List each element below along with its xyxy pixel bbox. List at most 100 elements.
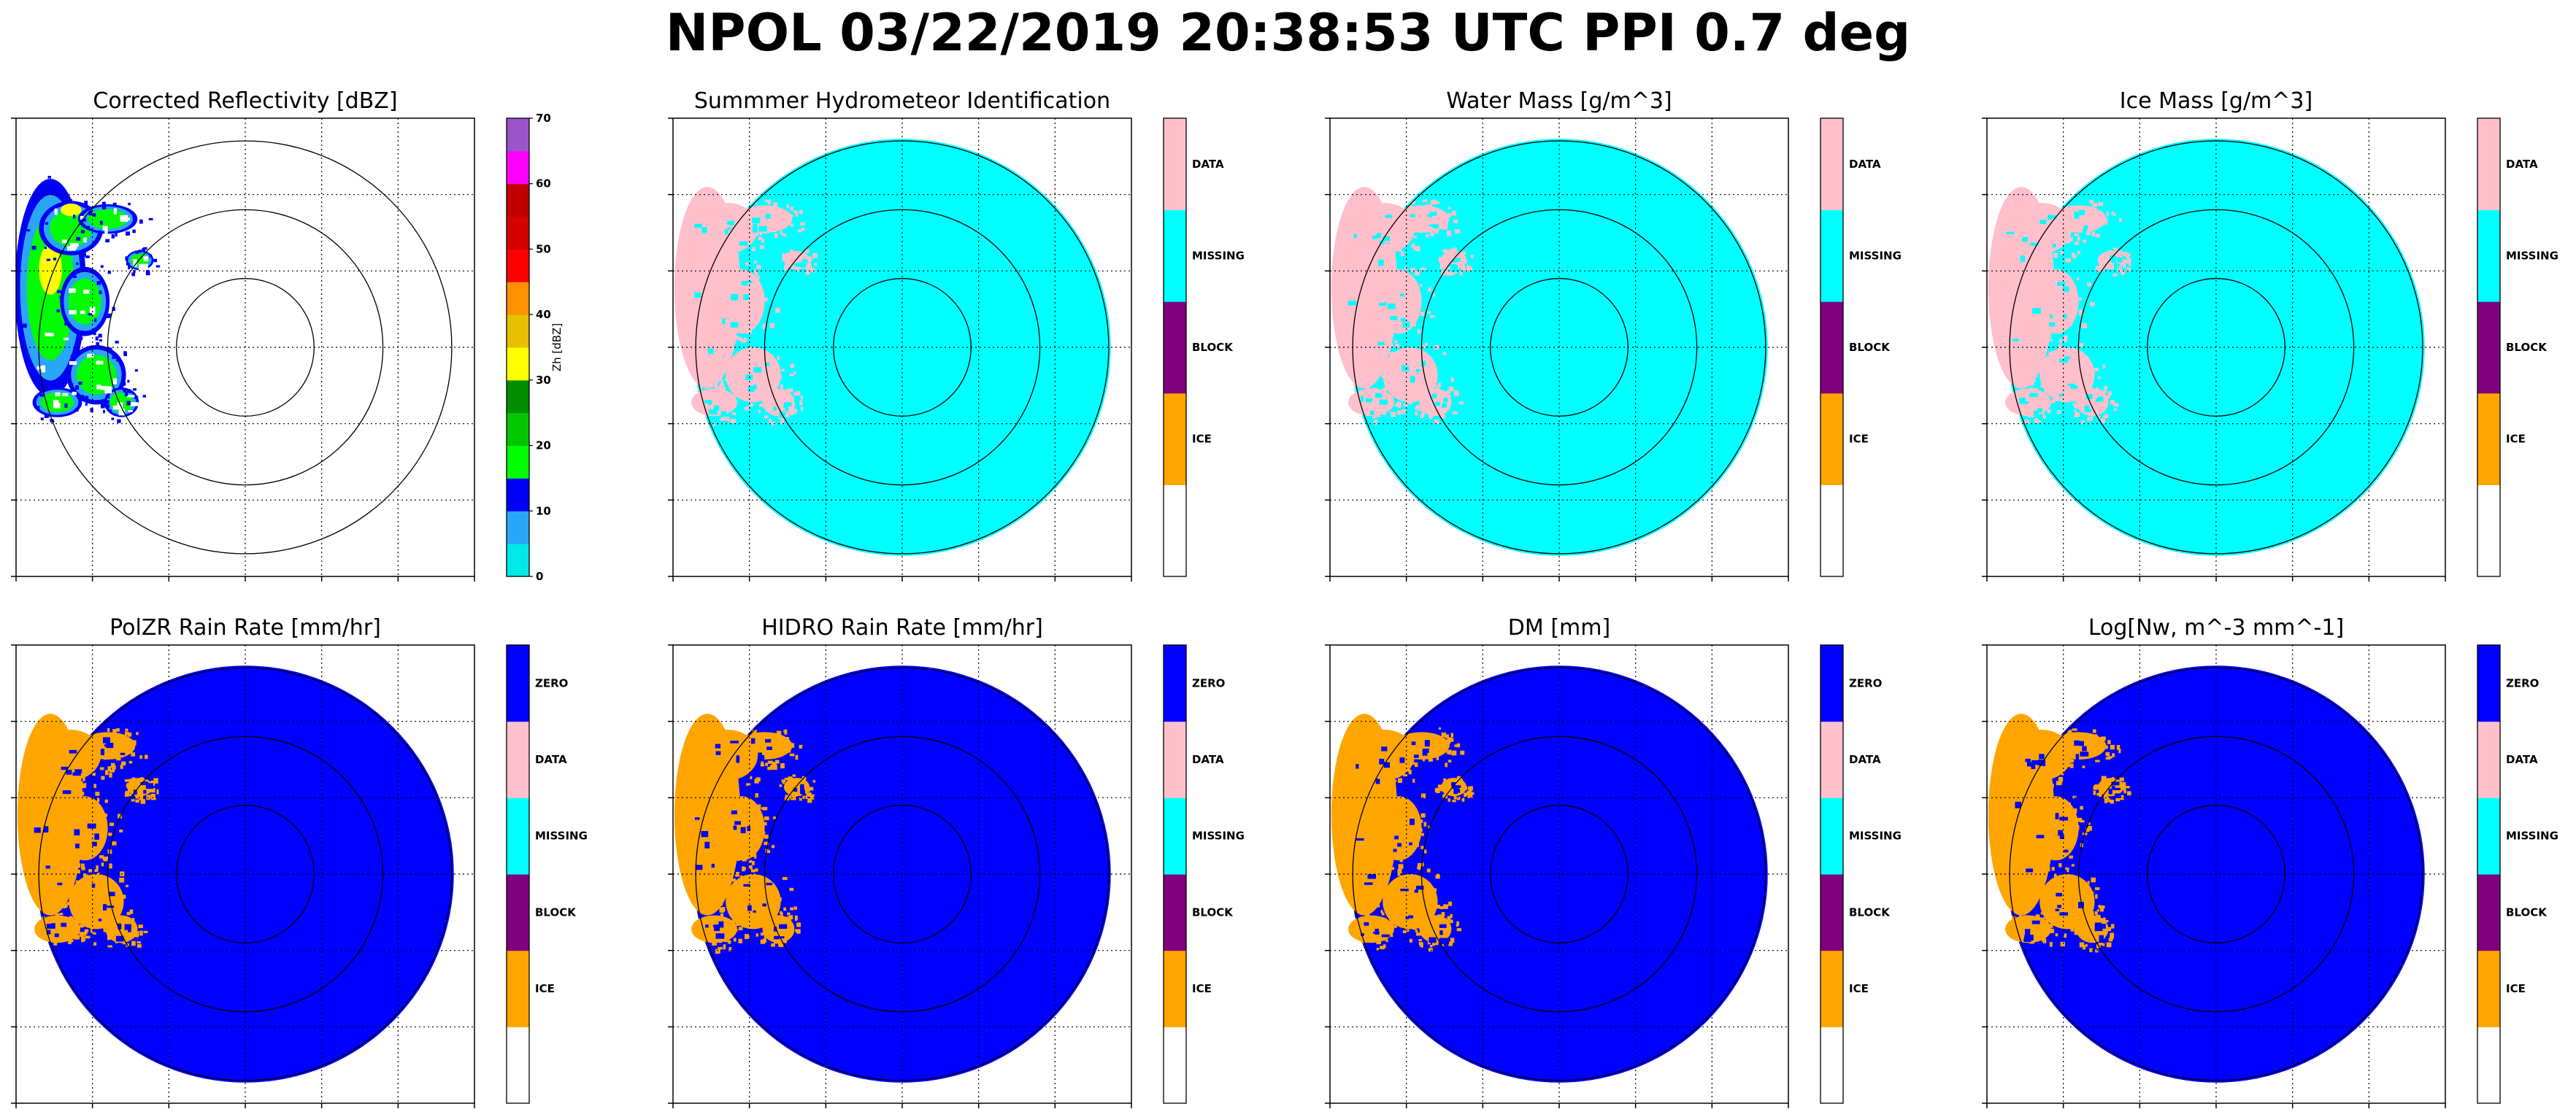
echo-speckle [77,905,80,911]
echo-speckle [2111,250,2117,253]
echo-speckle [1398,864,1404,869]
echo-gap [1370,410,1374,415]
echo-speckle [2066,229,2071,232]
echo-speckle [1456,924,1458,927]
echo-speckle [2024,916,2027,922]
echo-speckle [1432,399,1438,403]
echo-speckle [1410,762,1415,765]
radar-panel-8: Log[Nw, m^-3 mm^-1]ICEBLOCKMISSINGDATAZE… [1982,615,2558,1108]
echo-speckle [795,929,799,932]
reflectivity-speckle [107,313,112,317]
echo-speckle [2041,394,2046,399]
echo-speckle [783,266,788,271]
reflectivity-speckle [106,403,109,409]
echo-gap [1410,376,1415,383]
echo-gap [1452,786,1459,789]
echo-speckle [2054,366,2059,369]
range-ring [1420,209,1698,486]
echo-speckle [1438,382,1441,387]
echo-gap [2039,754,2045,760]
echo-speckle [1440,414,1446,419]
colorbar-segment [1164,950,1186,1027]
echo-speckle [1382,917,1385,922]
echo-speckle [1451,750,1457,756]
echo-gap [2085,394,2093,399]
echo-gap [2024,935,2029,942]
echo-speckle [2046,328,2050,333]
reflectivity-gap [143,256,149,261]
echo-speckle [1372,387,1377,393]
echo-speckle [1455,779,1458,784]
colorbar-segment [507,544,529,577]
echo-speckle [1412,779,1415,783]
echo-speckle [720,909,724,913]
echo-speckle [1407,734,1410,738]
echo-speckle [1429,948,1433,952]
echo-speckle [790,907,793,911]
reflectivity-speckle [93,332,96,336]
colorbar-segment [1820,797,1843,875]
echo-speckle [774,941,779,944]
echo-speckle [2087,822,2091,825]
echo-speckle [1445,734,1449,738]
echo-speckle [1418,828,1423,832]
reflectivity-speckle [115,232,118,237]
echo-speckle [2089,386,2093,392]
echo-speckle [2112,777,2115,780]
echo-gap [741,280,747,286]
reflectivity-gap [96,360,104,365]
panel-title: Water Mass [g/m^3] [1446,88,1672,114]
echo-speckle [746,330,752,334]
echo-gap [103,737,110,744]
echo-speckle [1407,769,1411,773]
echo-speckle [2056,233,2060,238]
echo-speckle [153,778,158,781]
echo-speckle [780,384,783,388]
echo-speckle [762,398,767,403]
echo-gap [2020,401,2029,404]
echo-speckle [2082,358,2085,362]
reflectivity-speckle [81,331,85,335]
echo-speckle [1411,244,1415,248]
echo-gap [1433,224,1439,229]
echo-speckle [728,375,731,379]
reflectivity-speckle [126,231,131,236]
echo-speckle [2099,263,2102,268]
echo-speckle [793,371,796,375]
echo-speckle [81,784,85,789]
colorbar-segment [1164,645,1186,722]
echo-gap [743,294,749,301]
echo-speckle [1461,797,1465,802]
echo-speckle [81,866,85,870]
echo-gap [780,924,788,929]
echo-speckle [1390,920,1395,924]
echo-speckle [1364,940,1367,943]
echo-speckle [1464,260,1468,263]
reflectivity-speckle [72,275,77,279]
echo-speckle [1409,212,1412,215]
echo-speckle [731,412,737,416]
echo-speckle [88,751,91,756]
reflectivity-speckle [111,233,115,239]
echo-speckle [109,769,113,773]
echo-gap [1394,835,1399,840]
echo-speckle [92,773,96,776]
echo-speckle [2039,781,2044,784]
echo-speckle [714,372,719,376]
echo-speckle [719,940,723,943]
echo-speckle [783,907,787,911]
echo-speckle [1452,411,1458,414]
echo-speckle [131,752,136,757]
echo-speckle [2097,376,2101,379]
echo-gap [765,214,772,219]
echo-speckle [704,919,709,922]
echo-speckle [2099,390,2104,394]
echo-speckle [774,233,778,239]
reflectivity-cell [68,278,101,325]
echo-speckle [1362,395,1365,400]
echo-speckle [2042,401,2047,406]
echo-speckle [1413,236,1417,239]
echo-speckle [1361,393,1365,397]
